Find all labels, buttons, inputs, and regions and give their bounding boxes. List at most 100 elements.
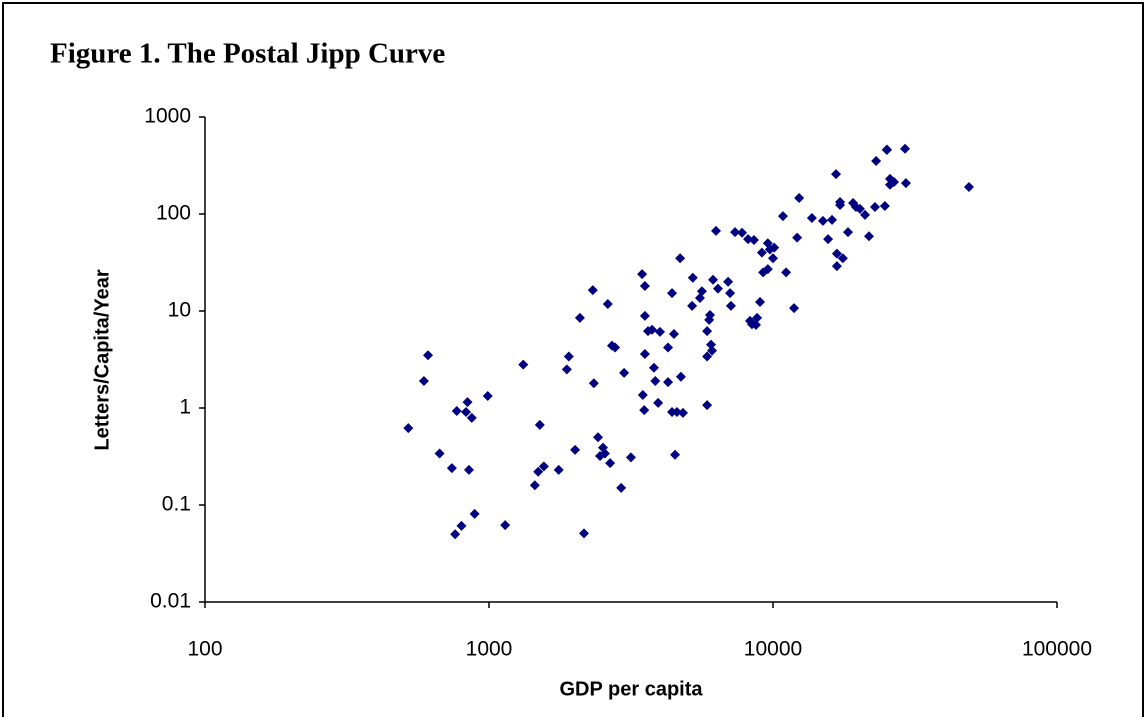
point	[769, 242, 780, 253]
point	[667, 288, 678, 299]
x-tick-label: 1000	[466, 638, 513, 661]
point	[461, 406, 472, 417]
point	[789, 303, 800, 314]
point	[708, 274, 719, 285]
point	[463, 464, 474, 475]
point	[563, 351, 574, 362]
point	[639, 281, 650, 292]
point	[781, 267, 792, 278]
point	[423, 350, 434, 361]
point	[711, 225, 722, 236]
point	[752, 312, 763, 323]
point	[706, 339, 717, 350]
point	[823, 234, 834, 245]
point	[835, 196, 846, 207]
point	[702, 400, 713, 411]
point	[637, 390, 648, 401]
point	[900, 143, 911, 154]
point	[831, 248, 842, 259]
y-tick-label: 100	[156, 202, 191, 225]
point	[538, 461, 549, 472]
point	[663, 377, 674, 388]
y-axis-title: Letters/Capita/Year	[91, 269, 113, 450]
point	[843, 227, 854, 238]
chart-title: Figure 1. The Postal Jipp Curve	[50, 38, 445, 70]
point	[806, 212, 817, 223]
point	[653, 397, 664, 408]
y-tick-label: 1000	[144, 105, 191, 128]
x-tick-label: 10000	[744, 638, 802, 661]
point	[648, 362, 659, 373]
point	[888, 176, 899, 187]
point	[654, 326, 665, 337]
point	[647, 324, 658, 335]
point	[605, 458, 616, 469]
point	[570, 444, 581, 455]
point	[671, 406, 682, 417]
point	[879, 200, 890, 211]
point	[723, 276, 734, 287]
point	[696, 286, 707, 297]
point	[702, 326, 713, 337]
point	[663, 342, 674, 353]
point	[500, 520, 511, 531]
point	[403, 423, 414, 434]
point	[687, 300, 698, 311]
y-tick-label: 1	[179, 396, 191, 419]
point	[518, 359, 529, 370]
point	[610, 342, 621, 353]
point	[854, 203, 865, 214]
point	[675, 253, 686, 264]
point	[625, 452, 636, 463]
point	[900, 178, 911, 189]
point	[881, 144, 892, 155]
point	[677, 407, 688, 418]
y-tick-label: 0.1	[162, 493, 191, 516]
point	[593, 432, 604, 443]
point	[768, 253, 778, 264]
point	[482, 390, 493, 401]
point	[864, 231, 875, 242]
point	[762, 264, 773, 275]
point	[755, 296, 766, 307]
point	[675, 371, 686, 382]
point	[687, 272, 698, 283]
point	[794, 193, 805, 204]
point	[871, 155, 882, 166]
point	[639, 405, 650, 416]
point	[619, 367, 630, 378]
point	[827, 214, 838, 225]
point	[466, 412, 477, 423]
x-axis-title: GDP per capita	[559, 678, 703, 700]
point	[637, 269, 648, 280]
point	[588, 378, 599, 389]
point	[451, 406, 462, 417]
point	[817, 215, 828, 226]
point	[578, 528, 589, 539]
point	[553, 464, 564, 475]
point	[469, 508, 480, 519]
point	[792, 232, 803, 243]
point	[561, 364, 572, 375]
point	[831, 169, 842, 180]
point	[670, 449, 681, 460]
point	[587, 285, 598, 296]
point	[534, 419, 545, 430]
point	[602, 299, 613, 310]
point	[702, 351, 713, 362]
point	[450, 529, 461, 540]
point	[837, 253, 848, 264]
point	[650, 375, 661, 386]
point	[533, 466, 544, 477]
point	[434, 448, 445, 459]
point	[707, 345, 718, 356]
x-tick-label: 100	[187, 638, 222, 661]
point	[725, 300, 736, 311]
point	[737, 227, 748, 238]
point	[831, 261, 842, 272]
point	[860, 209, 871, 220]
point	[777, 211, 788, 222]
point	[639, 310, 650, 321]
point	[616, 482, 627, 493]
